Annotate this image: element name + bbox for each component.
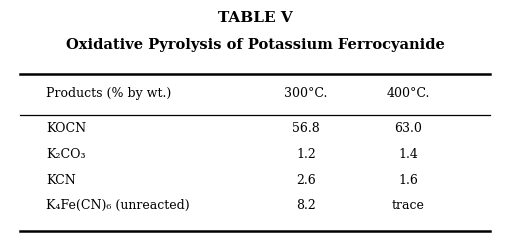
Text: 300°C.: 300°C. xyxy=(284,87,327,100)
Text: 1.2: 1.2 xyxy=(296,148,315,161)
Text: 63.0: 63.0 xyxy=(393,122,421,135)
Text: Oxidative Pyrolysis of Potassium Ferrocyanide: Oxidative Pyrolysis of Potassium Ferrocy… xyxy=(66,38,443,52)
Text: 56.8: 56.8 xyxy=(292,122,319,135)
Text: K₂CO₃: K₂CO₃ xyxy=(46,148,85,161)
Text: K₄Fe(CN)₆ (unreacted): K₄Fe(CN)₆ (unreacted) xyxy=(46,199,189,212)
Text: KCN: KCN xyxy=(46,174,75,187)
Text: 1.6: 1.6 xyxy=(398,174,417,187)
Text: 8.2: 8.2 xyxy=(296,199,315,212)
Text: KOCN: KOCN xyxy=(46,122,86,135)
Text: 400°C.: 400°C. xyxy=(385,87,429,100)
Text: trace: trace xyxy=(391,199,423,212)
Text: 1.4: 1.4 xyxy=(398,148,417,161)
Text: 2.6: 2.6 xyxy=(296,174,315,187)
Text: TABLE V: TABLE V xyxy=(217,11,292,25)
Text: Products (% by wt.): Products (% by wt.) xyxy=(46,87,171,100)
